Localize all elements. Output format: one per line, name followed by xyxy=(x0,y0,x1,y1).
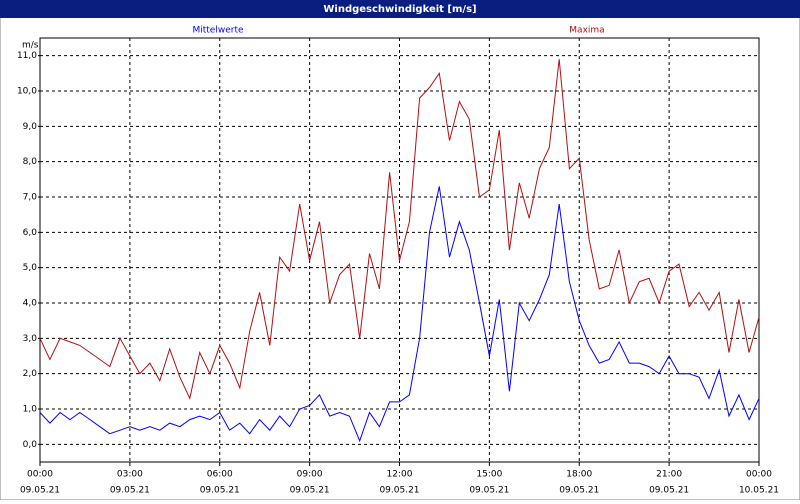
x-tick-date: 09.05.21 xyxy=(200,486,240,496)
y-tick-label: 1,0 xyxy=(23,405,38,415)
x-tick-label: 21:00 xyxy=(656,470,682,480)
series-line xyxy=(39,186,760,443)
x-tick-label: 03:00 xyxy=(117,470,143,480)
y-tick-label: 0,0 xyxy=(23,440,38,450)
x-tick-label: 15:00 xyxy=(476,470,502,480)
x-tick-label: 06:00 xyxy=(207,470,233,480)
y-tick-label: 5,0 xyxy=(23,263,38,273)
series-line xyxy=(39,59,760,400)
x-tick-label: 00:00 xyxy=(27,470,53,480)
x-tick-label: 12:00 xyxy=(387,470,413,480)
y-tick-label: 11,0 xyxy=(17,51,37,61)
x-tick-date: 09.05.21 xyxy=(469,486,509,496)
x-tick-label: 00:00 xyxy=(746,470,772,480)
y-tick-label: 9,0 xyxy=(23,122,38,132)
x-tick-label: 09:00 xyxy=(297,470,323,480)
x-tick-date: 09.05.21 xyxy=(379,486,419,496)
y-tick-label: 7,0 xyxy=(23,193,38,203)
y-tick-label: 10,0 xyxy=(17,87,37,97)
x-tick-label: 18:00 xyxy=(566,470,592,480)
y-tick-label: 4,0 xyxy=(23,299,38,309)
y-tick-label: 2,0 xyxy=(23,369,38,379)
x-tick-date: 09.05.21 xyxy=(20,486,60,496)
x-tick-date: 09.05.21 xyxy=(559,486,599,496)
legend-label: Mittelwerte xyxy=(192,26,243,36)
y-tick-label: 6,0 xyxy=(23,228,38,238)
x-tick-date: 10.05.21 xyxy=(739,486,779,496)
y-unit: m/s xyxy=(22,41,39,51)
x-tick-date: 09.05.21 xyxy=(110,486,150,496)
x-tick-date: 09.05.21 xyxy=(649,486,689,496)
window-title: Windgeschwindigkeit [m/s] xyxy=(323,4,476,15)
y-tick-label: 3,0 xyxy=(23,334,38,344)
y-tick-label: 8,0 xyxy=(23,157,38,167)
x-tick-date: 09.05.21 xyxy=(290,486,330,496)
legend-label: Maxima xyxy=(569,26,604,36)
title-bar xyxy=(0,0,800,18)
